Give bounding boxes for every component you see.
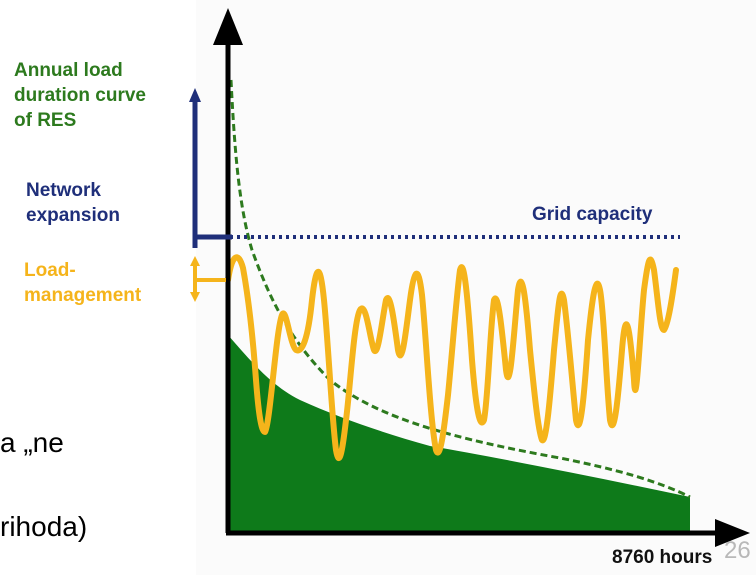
slide-text-fragment-1: a „ne bbox=[0, 427, 64, 458]
res-load-area bbox=[228, 335, 690, 533]
network-expansion-label: Network expansion bbox=[26, 180, 120, 226]
load-management-label: Load- management bbox=[24, 260, 142, 306]
res-curve-label: Annual load duration curve of RES bbox=[14, 60, 146, 131]
page-number: 26 bbox=[724, 537, 751, 564]
load-curve bbox=[225, 254, 679, 461]
slide-text-fragment-2: rihoda) bbox=[0, 511, 88, 542]
network-expansion-arrowhead bbox=[189, 88, 201, 102]
load-management-arrowhead-down bbox=[190, 292, 200, 302]
x-axis-hours-label: 8760 hours bbox=[612, 547, 713, 568]
y-axis-arrow bbox=[213, 8, 243, 45]
grid-capacity-label: Grid capacity bbox=[532, 204, 653, 225]
load-management-arrowhead-up bbox=[190, 256, 200, 266]
x-axis-arrow bbox=[715, 519, 750, 547]
